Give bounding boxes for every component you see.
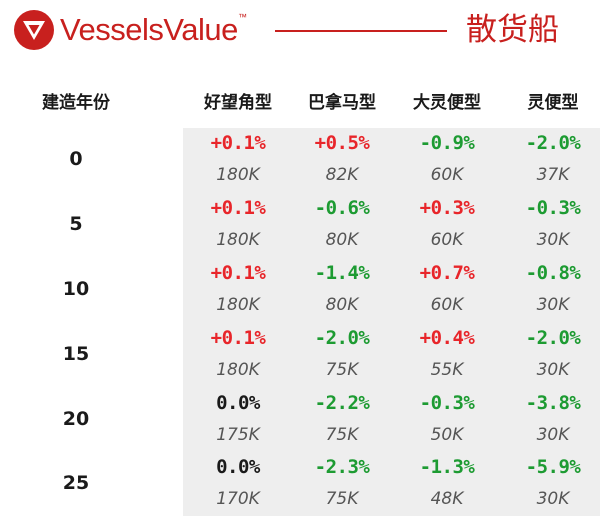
change-percent: +0.1%	[210, 327, 266, 349]
build-age-cell: 25	[62, 472, 90, 494]
change-percent: +0.1%	[210, 262, 266, 284]
value-cell: 30K	[536, 295, 570, 315]
value-cell: 75K	[325, 489, 359, 509]
age-column-header: 建造年份	[42, 93, 110, 113]
column-header: 巴拿马型	[308, 93, 376, 113]
change-percent: -1.4%	[314, 262, 370, 284]
brand-name: VesselsValue	[60, 12, 238, 47]
value-cell: 80K	[325, 295, 359, 315]
change-percent: +0.7%	[419, 262, 475, 284]
value-cell: 180K	[216, 295, 260, 315]
value-cell: 60K	[430, 230, 464, 250]
value-cell: 170K	[216, 489, 260, 509]
change-percent: -0.3%	[419, 392, 475, 414]
header: VesselsValue ™ 散货船	[0, 0, 600, 64]
value-cell: 180K	[216, 230, 260, 250]
change-percent: -0.3%	[525, 197, 581, 219]
value-cell: 30K	[536, 360, 570, 380]
change-percent: -0.6%	[314, 197, 370, 219]
change-percent: -2.0%	[525, 327, 581, 349]
value-cell: 48K	[430, 489, 464, 509]
value-cell: 50K	[430, 425, 464, 445]
vessel-type-title: 散货船	[466, 12, 559, 48]
change-percent: +0.4%	[419, 327, 475, 349]
column-header: 大灵便型	[413, 93, 481, 113]
table-shaded-area	[183, 128, 600, 516]
value-cell: 60K	[430, 295, 464, 315]
change-percent: -2.0%	[314, 327, 370, 349]
value-cell: 30K	[536, 489, 570, 509]
vesselsvalue-logo-icon	[14, 10, 54, 50]
value-cell: 55K	[430, 360, 464, 380]
change-percent: -5.9%	[525, 456, 581, 478]
build-age-cell: 20	[62, 408, 90, 430]
value-cell: 75K	[325, 360, 359, 380]
value-cell: 82K	[325, 165, 359, 185]
change-percent: -2.3%	[314, 456, 370, 478]
build-age-cell: 0	[69, 148, 83, 170]
change-percent: -0.9%	[419, 132, 475, 154]
value-cell: 180K	[216, 360, 260, 380]
column-header: 灵便型	[527, 93, 579, 113]
build-age-cell: 5	[69, 213, 83, 235]
value-cell: 180K	[216, 165, 260, 185]
value-cell: 37K	[536, 165, 570, 185]
change-percent: -3.8%	[525, 392, 581, 414]
change-percent: +0.5%	[314, 132, 370, 154]
build-age-cell: 10	[62, 278, 90, 300]
value-cell: 175K	[216, 425, 260, 445]
value-cell: 60K	[430, 165, 464, 185]
change-percent: 0.0%	[216, 392, 260, 414]
change-percent: +0.3%	[419, 197, 475, 219]
column-header: 好望角型	[204, 93, 272, 113]
change-percent: -2.0%	[525, 132, 581, 154]
change-percent: -1.3%	[419, 456, 475, 478]
change-percent: -0.8%	[525, 262, 581, 284]
change-percent: +0.1%	[210, 132, 266, 154]
change-percent: +0.1%	[210, 197, 266, 219]
value-cell: 80K	[325, 230, 359, 250]
value-cell: 30K	[536, 425, 570, 445]
change-percent: 0.0%	[216, 456, 260, 478]
change-percent: -2.2%	[314, 392, 370, 414]
value-cell: 30K	[536, 230, 570, 250]
value-cell: 75K	[325, 425, 359, 445]
build-age-cell: 15	[62, 343, 90, 365]
trademark: ™	[238, 12, 247, 22]
header-rule	[275, 30, 447, 32]
